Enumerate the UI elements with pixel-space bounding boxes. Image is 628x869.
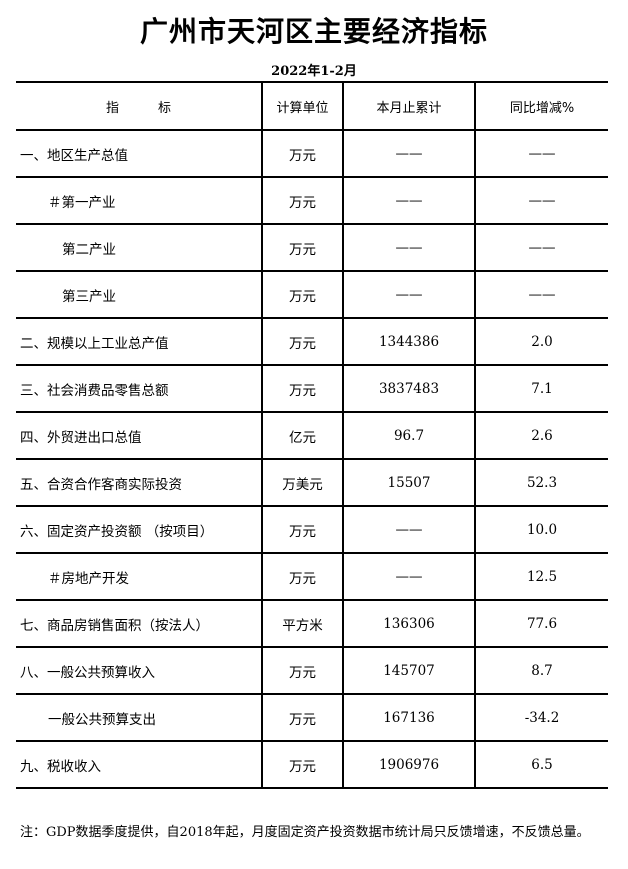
indicator-cell: 三、社会消费品零售总额 xyxy=(16,364,263,413)
table-row: ＃第一产业 万元 —— —— xyxy=(16,176,608,225)
table-row: 第二产业 万元 —— —— xyxy=(16,223,608,272)
unit-cell: 万元 xyxy=(261,176,344,225)
yoy-cell: —— xyxy=(474,176,608,225)
period-subtitle: 2022年1-2月 xyxy=(271,64,357,79)
cumulative-cell: 15507 xyxy=(342,458,476,507)
cumulative-cell: —— xyxy=(342,270,476,319)
indicator-cell: 九、税收收入 xyxy=(16,740,263,789)
indicator-cell: 六、固定资产投资额 （按项目） xyxy=(16,505,263,554)
table-row: 三、社会消费品零售总额 万元 3837483 7.1 xyxy=(16,364,608,413)
unit-cell: 万元 xyxy=(261,223,344,272)
yoy-cell: 10.0 xyxy=(474,505,608,554)
yoy-cell: —— xyxy=(474,129,608,178)
unit-cell: 万元 xyxy=(261,270,344,319)
yoy-cell: 12.5 xyxy=(474,552,608,601)
indicator-cell: 第三产业 xyxy=(16,270,263,319)
indicators-table: 指 标 计算单位 本月止累计 同比增减% 一、地区生产总值 万元 —— —— ＃第一产业… xyxy=(16,81,608,789)
yoy-cell: 7.1 xyxy=(474,364,608,413)
yoy-cell: 2.0 xyxy=(474,317,608,366)
yoy-cell: 2.6 xyxy=(474,411,608,460)
header-yoy: 同比增减% xyxy=(474,81,608,131)
unit-cell: 万元 xyxy=(261,364,344,413)
indicator-cell: 一、地区生产总值 xyxy=(16,129,263,178)
table-row: 一般公共预算支出 万元 167136 -34.2 xyxy=(16,693,608,742)
header-indicator: 指 标 xyxy=(16,81,263,131)
unit-cell: 万元 xyxy=(261,129,344,178)
table-header-row: 指 标 计算单位 本月止累计 同比增减% xyxy=(16,81,608,131)
header-cumulative: 本月止累计 xyxy=(342,81,476,131)
header-unit: 计算单位 xyxy=(261,81,344,131)
unit-cell: 万美元 xyxy=(261,458,344,507)
cumulative-cell: 3837483 xyxy=(342,364,476,413)
yoy-cell: —— xyxy=(474,270,608,319)
cumulative-cell: —— xyxy=(342,552,476,601)
yoy-cell: —— xyxy=(474,223,608,272)
table-row: 二、规模以上工业总产值 万元 1344386 2.0 xyxy=(16,317,608,366)
cumulative-cell: 1344386 xyxy=(342,317,476,366)
yoy-cell: 8.7 xyxy=(474,646,608,695)
cumulative-cell: 1906976 xyxy=(342,740,476,789)
unit-cell: 万元 xyxy=(261,740,344,789)
cumulative-cell: —— xyxy=(342,129,476,178)
unit-cell: 万元 xyxy=(261,552,344,601)
indicator-cell: 四、外贸进出口总值 xyxy=(16,411,263,460)
indicator-cell: 五、合资合作客商实际投资 xyxy=(16,458,263,507)
indicator-cell: 八、一般公共预算收入 xyxy=(16,646,263,695)
table-row: 第三产业 万元 —— —— xyxy=(16,270,608,319)
table-row: 七、商品房销售面积（按法人） 平方米 136306 77.6 xyxy=(16,599,608,648)
unit-cell: 万元 xyxy=(261,505,344,554)
indicator-cell: ＃第一产业 xyxy=(16,176,263,225)
yoy-cell: 52.3 xyxy=(474,458,608,507)
table-row: 一、地区生产总值 万元 —— —— xyxy=(16,129,608,178)
indicator-cell: 二、规模以上工业总产值 xyxy=(16,317,263,366)
table-row: ＃房地产开发 万元 —— 12.5 xyxy=(16,552,608,601)
cumulative-cell: —— xyxy=(342,176,476,225)
table-row: 六、固定资产投资额 （按项目） 万元 —— 10.0 xyxy=(16,505,608,554)
unit-cell: 平方米 xyxy=(261,599,344,648)
cumulative-cell: 136306 xyxy=(342,599,476,648)
indicator-cell: ＃房地产开发 xyxy=(16,552,263,601)
page-title: 广州市天河区主要经济指标 xyxy=(139,15,488,48)
indicator-cell: 一般公共预算支出 xyxy=(16,693,263,742)
table-row: 九、税收收入 万元 1906976 6.5 xyxy=(16,740,608,789)
indicator-cell: 第二产业 xyxy=(16,223,263,272)
cumulative-cell: 167136 xyxy=(342,693,476,742)
unit-cell: 万元 xyxy=(261,646,344,695)
unit-cell: 万元 xyxy=(261,317,344,366)
cumulative-cell: —— xyxy=(342,505,476,554)
table-row: 四、外贸进出口总值 亿元 96.7 2.6 xyxy=(16,411,608,460)
cumulative-cell: —— xyxy=(342,223,476,272)
yoy-cell: 77.6 xyxy=(474,599,608,648)
cumulative-cell: 145707 xyxy=(342,646,476,695)
indicator-cell: 七、商品房销售面积（按法人） xyxy=(16,599,263,648)
cumulative-cell: 96.7 xyxy=(342,411,476,460)
table-row: 八、一般公共预算收入 万元 145707 8.7 xyxy=(16,646,608,695)
footnote: 注：GDP数据季度提供，自2018年起，月度固定资产投资数据市统计局只反馈增速，… xyxy=(20,825,590,840)
unit-cell: 亿元 xyxy=(261,411,344,460)
yoy-cell: 6.5 xyxy=(474,740,608,789)
unit-cell: 万元 xyxy=(261,693,344,742)
yoy-cell: -34.2 xyxy=(474,693,608,742)
table-row: 五、合资合作客商实际投资 万美元 15507 52.3 xyxy=(16,458,608,507)
